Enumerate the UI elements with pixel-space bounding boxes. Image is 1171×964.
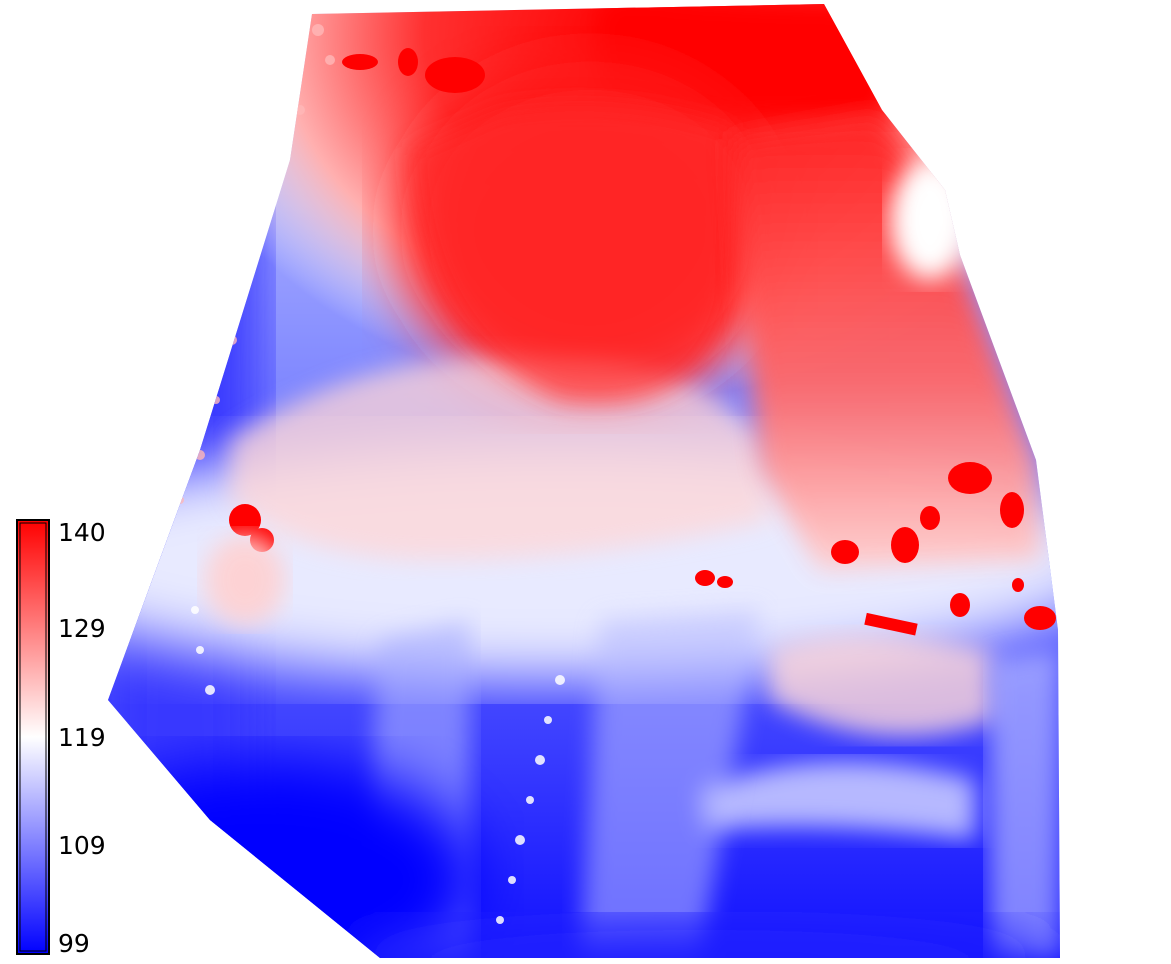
colorbar-tick-label-99: 99	[58, 929, 90, 958]
colorbar-tick-label-119: 119	[58, 723, 106, 752]
colorbar-gradient	[16, 519, 50, 955]
colorbar	[15, 518, 51, 956]
colorbar-tick-label-140: 140	[58, 518, 106, 547]
colorbar-tick-label-129: 129	[58, 614, 106, 643]
colorbar-tick-label-109: 109	[58, 831, 106, 860]
terrain-surface	[108, 4, 1060, 958]
